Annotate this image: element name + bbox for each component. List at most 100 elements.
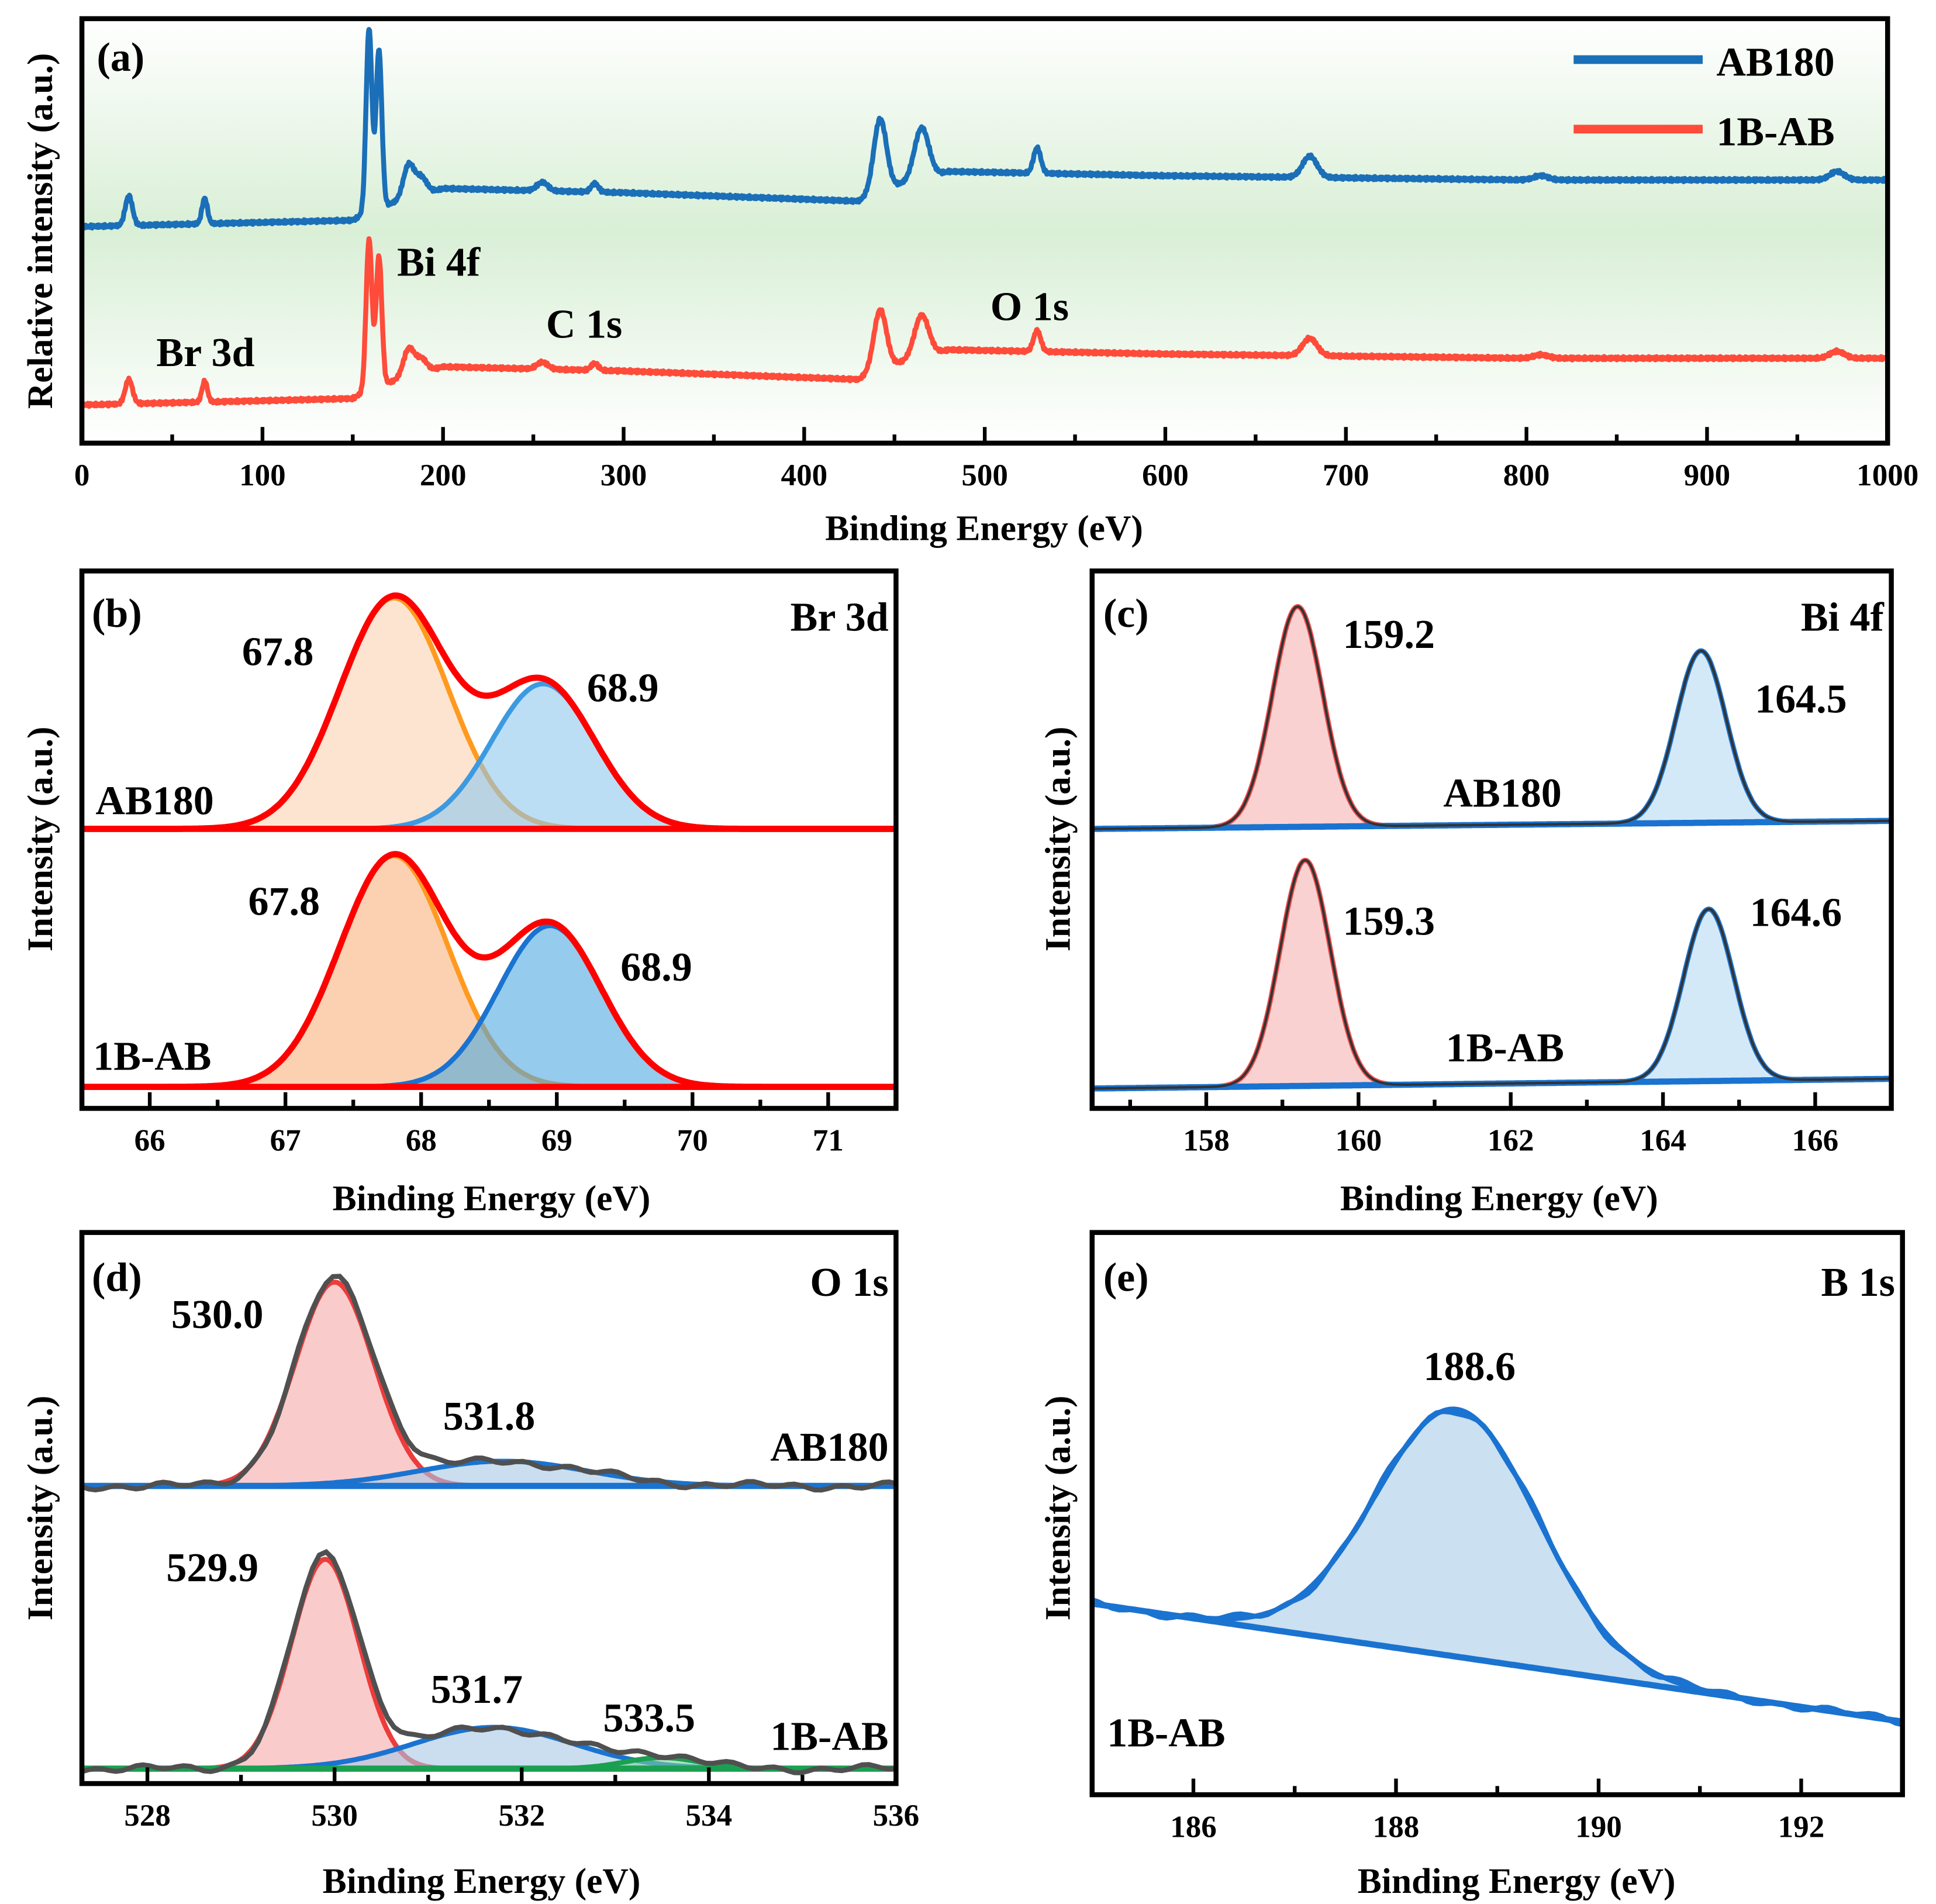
panel-c-label: (c): [1103, 591, 1149, 636]
x-tick-label: 66: [134, 1124, 165, 1158]
sample-label: 1B-AB: [93, 1034, 211, 1079]
annotation-c1s: C 1s: [546, 302, 622, 347]
x-tick-label: 530: [311, 1799, 358, 1833]
x-tick-label: 162: [1488, 1124, 1534, 1158]
series-line-1b-ab: [82, 236, 1888, 409]
panel-c-frame: [1089, 568, 1894, 1111]
x-tick-label: 192: [1778, 1810, 1825, 1844]
x-tick-label: 186: [1170, 1810, 1217, 1844]
plot-area: [1092, 603, 1892, 1092]
x-tick-label: 800: [1503, 458, 1550, 492]
raw-data-line: [82, 1548, 896, 1775]
peak-label: 67.8: [242, 630, 314, 675]
x-tick-label: 536: [873, 1799, 920, 1833]
peak-label: 68.9: [587, 665, 659, 710]
x-tick-label: 100: [239, 458, 286, 492]
legend-label-1b-ab: 1B-AB: [1716, 109, 1834, 154]
peak-label: 164.6: [1750, 890, 1842, 935]
peak-label: 68.9: [620, 945, 692, 990]
panel-e-frame: [1089, 1230, 1905, 1798]
annotation-o1s: O 1s: [991, 285, 1069, 330]
sample-label: 1B-AB: [1446, 1026, 1564, 1071]
plot-area: [1092, 1406, 1903, 1727]
component-fill-530: [82, 1282, 896, 1486]
sample-label: 1B-AB: [770, 1715, 888, 1760]
x-tick-label: 190: [1575, 1810, 1622, 1844]
x-tick-label: 532: [498, 1799, 545, 1833]
panel-b-ylabel: Intensity (a.u.): [20, 727, 60, 952]
panel-c-bi4f: 158 160 162 164 166 (c) Bi 4f 159.2 164.5 AB…: [1038, 568, 1894, 1218]
peak-label: 67.8: [248, 879, 320, 924]
panel-a-survey: 0 100 200 300 400 500 600 700 800 900 1000 (a) AB1…: [20, 16, 1918, 548]
panel-b-label: (b): [92, 591, 142, 636]
x-tick-label: 67: [270, 1124, 301, 1158]
panel-e-xlabel: Binding Energy (eV): [1358, 1861, 1676, 1901]
x-tick-label: 160: [1335, 1124, 1382, 1158]
x-tick-label: 500: [961, 458, 1008, 492]
component-fill-531.8: [82, 1461, 896, 1486]
panel-d-label: (d): [92, 1255, 142, 1300]
peak-label: 529.9: [166, 1546, 258, 1591]
raw-data-line: [1092, 1409, 1903, 1727]
panel-d-ylabel: Intensity (a.u.): [20, 1395, 60, 1620]
sample-label: AB180: [1443, 771, 1561, 816]
peak-label: 531.8: [443, 1394, 536, 1439]
x-tick-label: 68: [406, 1124, 437, 1158]
x-tick-label: 1000: [1856, 458, 1918, 492]
x-axis: 158 160 162 164 166: [1128, 1092, 1893, 1158]
panel-a-ylabel: Relative intensity (a.u.): [20, 53, 60, 409]
panel-e-title: B 1s: [1821, 1260, 1895, 1305]
x-tick-label: 69: [541, 1124, 572, 1158]
peak-label: 188.6: [1423, 1344, 1516, 1389]
panel-c-ylabel: Intensity (a.u.): [1038, 727, 1078, 952]
panel-a-label: (a): [97, 35, 145, 80]
x-tick-label: 0: [74, 458, 90, 492]
envelope-line: [1092, 605, 1892, 830]
component-fill-529.9: [82, 1559, 896, 1769]
component-fill-531.7: [82, 1727, 896, 1769]
x-tick-label: 400: [781, 458, 828, 492]
sample-label: AB180: [95, 778, 213, 823]
peak-label: 530.0: [171, 1292, 264, 1337]
panel-b-xlabel: Binding Energy (eV): [333, 1178, 651, 1218]
raw-data-line: [82, 1274, 896, 1493]
x-axis: 186 188 190 192: [1090, 1778, 1904, 1844]
component-fill-164.5: [1092, 650, 1892, 829]
panel-c-xlabel: Binding Energy (eV): [1340, 1178, 1658, 1218]
x-tick-label: 700: [1323, 458, 1369, 492]
x-tick-label: 300: [601, 458, 647, 492]
panel-d-xlabel: Binding Energy (eV): [323, 1861, 641, 1901]
x-tick-label: 166: [1792, 1124, 1839, 1158]
panel-d-frame: [79, 1230, 899, 1786]
peak-label: 533.5: [603, 1696, 696, 1741]
survey-background: [82, 18, 1888, 443]
sample-label: AB180: [770, 1425, 888, 1470]
series-line-ab180: [82, 27, 1888, 231]
x-tick-label: 200: [420, 458, 467, 492]
panel-b-title: Br 3d: [791, 595, 889, 640]
component-fill-68.95: [82, 926, 896, 1087]
plot-area: [82, 1274, 896, 1775]
annotation-br3d: Br 3d: [156, 330, 254, 375]
x-axis: 66 67 68 69 70 71: [80, 1092, 898, 1158]
peak-label: 159.2: [1343, 612, 1435, 657]
x-tick-label: 534: [686, 1799, 733, 1833]
plot-area: [82, 27, 1888, 409]
panel-a-frame: [79, 16, 1890, 446]
component-fill-68.9: [82, 684, 896, 829]
x-tick-label: 70: [677, 1124, 708, 1158]
x-tick-label: 600: [1142, 458, 1189, 492]
peak-label: 164.5: [1755, 677, 1847, 722]
panel-c-title: Bi 4f: [1801, 595, 1885, 640]
component-fill-159.2: [1092, 606, 1892, 829]
panel-e-label: (e): [1103, 1255, 1149, 1300]
peak-label: 159.3: [1343, 899, 1435, 944]
legend-label-ab180: AB180: [1716, 40, 1834, 85]
annotation-bi4f: Bi 4f: [397, 240, 481, 285]
envelope-line: [1092, 858, 1892, 1090]
x-axis: 528 530 532 534 536: [124, 1767, 919, 1833]
plot-area: [82, 592, 896, 1091]
panel-e-ylabel: Intensity (a.u.): [1038, 1395, 1078, 1620]
panel-b-frame: [79, 568, 899, 1111]
